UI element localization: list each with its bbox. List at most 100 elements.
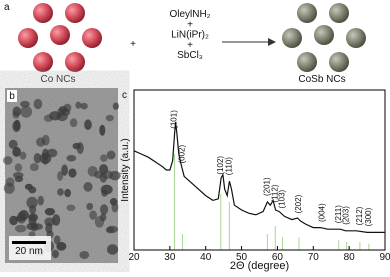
peak-label: (110) [224,157,233,175]
tem-image: b 20 nm [3,88,121,263]
nanoparticle [61,108,71,116]
x-tick-label: 90 [379,252,390,263]
nanoparticle [14,163,23,172]
sphere [329,3,349,23]
peak-label: (103) [278,189,287,208]
nanoparticle [36,137,46,147]
peak-label: (201) [262,177,271,196]
reagent: + [187,19,193,30]
peak-label: (112) [270,184,279,202]
panel-label: b [9,91,15,102]
nanoparticle [20,105,33,118]
nanoparticle [28,213,39,222]
product-label: CoSb NCs [298,74,345,85]
sphere [297,3,317,23]
nanoparticle [109,198,118,206]
nanoparticle [33,98,43,110]
nanoparticle [57,171,64,181]
reagent: + [187,40,193,51]
panel-label: a [4,2,10,13]
nanoparticle [51,249,59,259]
nanoparticle [56,241,67,251]
nanoparticle [89,210,97,220]
nanoparticle [72,142,81,150]
sphere [50,25,70,45]
co-nanocrystals [18,3,102,72]
plus: + [130,39,136,50]
nanoparticle [12,146,21,157]
scale-bar [12,241,46,244]
nanoparticle [37,195,44,206]
nanoparticle [64,188,72,198]
panel-label: c [122,90,127,101]
nanoparticle [43,114,53,122]
nanoparticle [20,100,30,108]
sphere [65,52,85,72]
reagent: SbCl₃ [177,50,203,61]
nanoparticle [3,156,13,165]
xrd-curve [133,121,385,233]
nanoparticle [112,102,119,110]
peak-label: (002) [178,145,187,164]
sphere [297,52,317,72]
nanoparticle [105,114,114,122]
sphere [33,52,53,72]
peak-label: (300) [364,207,373,226]
x-tick-label: 50 [236,252,248,263]
nanoparticle [45,222,53,234]
x-tick-label: 40 [200,252,212,263]
nanoparticle [68,168,77,178]
nanoparticle [24,183,33,190]
nanoparticle [28,231,36,238]
peak-label: (203) [342,206,351,225]
peak-label: (212) [355,206,364,225]
nanoparticle [16,211,27,224]
xrd-plot: 20 30 40 50 60 70 80 90 (101) (002) (102) (110) (201… [120,89,390,272]
nanoparticle [53,235,61,245]
sphere [18,28,38,48]
scale-label: 20 nm [15,246,43,257]
nanoparticle [66,204,76,212]
sphere [329,52,349,72]
sphere [282,28,302,48]
nanoparticle [87,166,98,177]
sphere [65,3,85,23]
peak-label: (004) [317,203,326,222]
nanoparticle [84,119,92,130]
x-tick-label: 60 [272,252,284,263]
nanoparticle [86,202,94,211]
nanoparticle [100,204,109,215]
nanoparticle [26,196,38,209]
nanoparticle [46,148,58,158]
peak-label: (102) [216,156,225,175]
nanoparticle [5,177,15,187]
nanoparticle [94,216,105,228]
nanoparticle [106,244,119,255]
reagent: LiN(iPr)₂ [171,30,209,41]
nanoparticle [69,118,78,128]
plot-frame [133,89,386,251]
nanoparticle [99,124,106,136]
x-tick-label: 30 [164,252,176,263]
nanoparticle [79,250,90,259]
sphere [314,25,334,45]
peak-label: (101) [170,110,179,129]
nanoparticle [106,150,116,160]
sphere [346,28,366,48]
reagent: OleylNH₂ [169,9,210,20]
nanoparticle [106,225,119,234]
nanoparticle [8,139,18,149]
nanoparticle [12,171,24,179]
nanoparticle [100,154,108,162]
nanoparticle [75,101,82,109]
x-tick-label: 80 [344,252,356,263]
nanoparticle [33,152,42,164]
nanoparticle [19,151,27,160]
x-tick-label: 20 [128,252,140,263]
peak-label: (211) [334,205,343,223]
nanoparticle [61,164,68,176]
nanoparticle [44,207,56,216]
nanoparticle [29,163,39,172]
